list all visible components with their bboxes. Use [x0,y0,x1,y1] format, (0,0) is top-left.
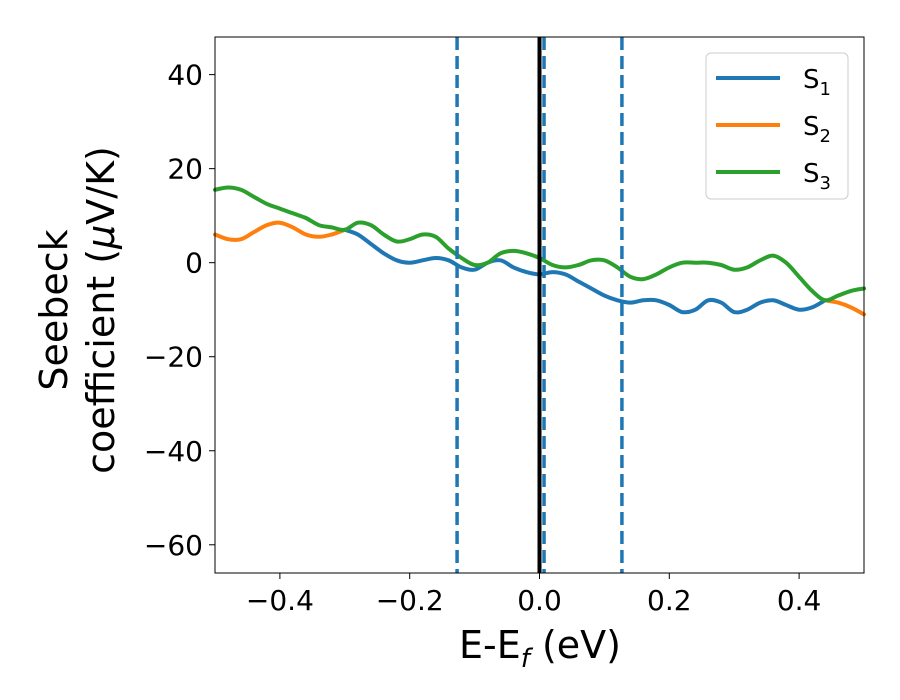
axis-ticks: −0.4 −0.2 0.0 0.2 0.4 40 20 0 −20 −40 −60 [144,59,821,617]
y-axis-label-line1: Seebeck [32,229,76,390]
y-tick-label: −20 [144,341,203,374]
x-axis-label-unit: (eV) [530,623,621,667]
legend-label-s3: S3 [803,159,831,194]
y-tick-label: 20 [167,153,203,186]
x-tick-label: −0.2 [376,584,444,617]
legend-label-s1: S1 [803,65,831,100]
series-s1-line [342,227,828,315]
x-tick-label: −0.4 [246,584,314,617]
y-tick-label: 0 [185,247,203,280]
reference-lines [455,37,624,573]
y-tick-label: 40 [167,59,203,92]
legend: S1 S2 S3 [705,52,849,200]
series-s2-line-segment-1 [213,220,347,242]
y-tick-label: −40 [144,435,203,468]
x-tick-label: 0.0 [517,584,562,617]
y-axis-label-line2: coefficient (μV/K) [79,146,123,474]
y-axis-label: Seebeck coefficient (μV/K) [32,146,123,474]
y-tick-label: −60 [144,529,203,562]
x-tick-label: 0.2 [647,584,692,617]
x-axis-label-main: E-E [459,623,521,667]
x-tick-label: 0.4 [777,584,822,617]
x-axis-label: E-Ef (eV) [459,623,621,674]
legend-label-s2: S2 [803,112,831,147]
